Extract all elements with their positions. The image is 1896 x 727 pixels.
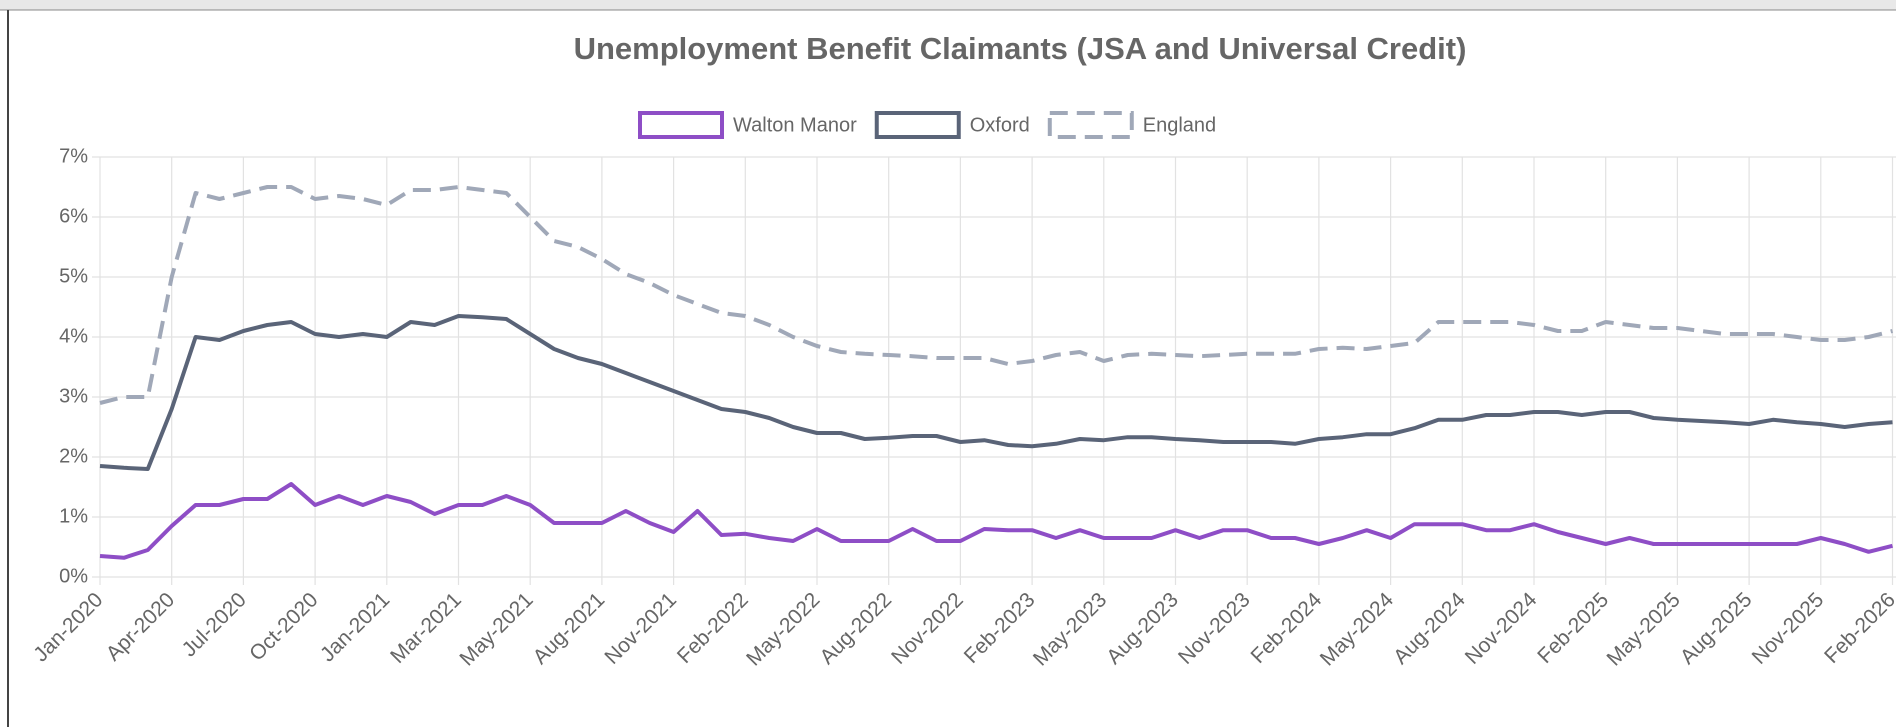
legend-item: Walton Manor xyxy=(638,111,857,139)
legend-item: England xyxy=(1047,111,1216,139)
x-tick-label: Nov-2023 xyxy=(1174,588,1255,669)
legend-label: Walton Manor xyxy=(733,114,857,136)
x-tick-label: Feb-2024 xyxy=(1247,588,1327,668)
legend-swatch xyxy=(638,111,724,139)
y-tick-label: 2% xyxy=(59,445,88,467)
x-tick-label: Nov-2022 xyxy=(887,588,968,669)
x-tick-label: May-2024 xyxy=(1316,588,1399,671)
series-line xyxy=(99,314,1893,471)
legend-item: Oxford xyxy=(874,111,1030,139)
y-tick-label: 5% xyxy=(59,265,88,287)
x-tick-label: Feb-2023 xyxy=(960,588,1040,668)
x-tick-label: Aug-2021 xyxy=(529,588,610,669)
x-tick-label: May-2023 xyxy=(1029,588,1111,670)
series-line xyxy=(99,482,1893,560)
legend-swatch xyxy=(1047,111,1134,139)
x-tick-label: Aug-2024 xyxy=(1389,588,1470,669)
x-tick-label: Mar-2021 xyxy=(386,588,466,668)
legend-label: England xyxy=(1143,114,1216,136)
x-tick-label: Aug-2023 xyxy=(1102,588,1183,669)
x-tick-label: May-2021 xyxy=(455,588,537,670)
y-tick-label: 3% xyxy=(59,385,88,407)
x-tick-label: Apr-2020 xyxy=(102,588,179,665)
x-tick-label: Nov-2025 xyxy=(1748,588,1829,669)
series-line xyxy=(99,185,1893,405)
legend-label: Oxford xyxy=(970,114,1030,136)
x-tick-label: Jan-2020 xyxy=(29,588,107,666)
top-bar xyxy=(0,0,1896,10)
y-tick-label: 6% xyxy=(59,205,88,227)
x-tick-label: Feb-2026 xyxy=(1820,588,1896,668)
x-tick-label: Nov-2021 xyxy=(600,588,681,669)
chart-title: Unemployment Benefit Claimants (JSA and … xyxy=(574,31,1467,66)
x-tick-label: Oct-2020 xyxy=(245,588,322,665)
y-tick-label: 1% xyxy=(59,505,88,527)
x-tick-label: Aug-2022 xyxy=(815,588,896,669)
legend-swatch xyxy=(874,111,961,139)
x-tick-label: May-2022 xyxy=(742,588,824,670)
x-tick-label: Jan-2021 xyxy=(316,588,394,666)
y-tick-label: 4% xyxy=(59,325,88,347)
x-tick-label: Nov-2024 xyxy=(1461,588,1542,669)
x-tick-label: May-2025 xyxy=(1603,588,1685,670)
x-tick-label: Feb-2025 xyxy=(1533,588,1613,668)
y-tick-label: 7% xyxy=(59,145,88,167)
x-tick-label: Feb-2022 xyxy=(673,588,753,668)
x-tick-label: Jul-2020 xyxy=(178,588,251,661)
y-tick-label: 0% xyxy=(59,565,88,587)
x-tick-label: Aug-2025 xyxy=(1676,588,1757,669)
